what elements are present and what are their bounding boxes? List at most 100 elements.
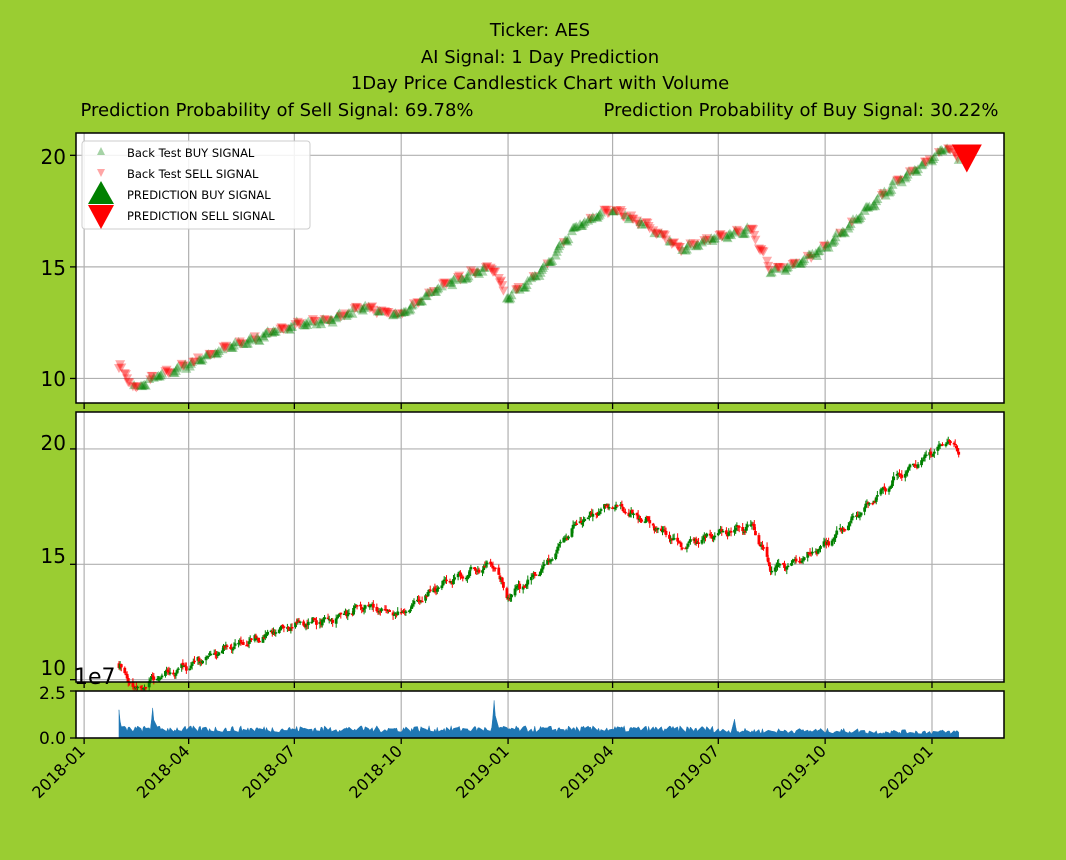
backtest-sell-marker <box>234 337 245 347</box>
backtest-sell-marker <box>764 265 775 275</box>
backtest-buy-marker <box>839 228 850 238</box>
candle-body <box>607 507 611 509</box>
candle-body <box>481 570 484 573</box>
candle-body <box>367 604 371 607</box>
backtest-sell-marker <box>179 361 190 371</box>
candle-body <box>361 609 365 612</box>
backtest-sell-marker <box>324 316 335 326</box>
backtest-sell-marker <box>511 285 522 295</box>
backtest-buy-marker <box>856 210 867 220</box>
backtest-buy-marker <box>331 313 342 323</box>
backtest-buy-marker <box>925 154 936 164</box>
backtest-buy-marker <box>262 326 273 336</box>
candle-body <box>380 608 383 612</box>
backtest-buy-marker <box>169 367 180 377</box>
legend-backtest-sell-marker <box>97 169 105 177</box>
backtest-buy-marker <box>375 306 386 316</box>
backtest-buy-marker <box>433 283 444 293</box>
backtest-buy-marker <box>388 310 399 320</box>
candle-body <box>189 665 193 669</box>
legend-prediction-buy-label: PREDICTION BUY SIGNAL <box>127 188 271 202</box>
candle-body <box>320 619 324 626</box>
backtest-sell-marker <box>688 240 699 250</box>
candle-body <box>835 530 839 535</box>
backtest-sell-marker <box>371 309 382 319</box>
candle-body <box>708 533 712 536</box>
backtest-sell-marker <box>364 304 375 314</box>
backtest-buy-marker <box>895 174 906 184</box>
backtest-sell-marker <box>413 298 424 308</box>
candle-body <box>542 564 546 566</box>
backtest-buy-marker <box>506 290 517 300</box>
backtest-buy-marker <box>472 266 483 276</box>
candle-body <box>151 675 155 677</box>
backtest-sell-marker <box>676 247 687 257</box>
candle-body <box>282 626 286 628</box>
backtest-buy-marker <box>723 229 734 239</box>
backtest-buy-marker <box>522 275 533 285</box>
backtest-sell-marker <box>933 148 944 158</box>
backtest-buy-marker <box>918 157 929 167</box>
candle-body <box>857 515 861 518</box>
candle-body <box>648 520 652 524</box>
candle-body <box>119 664 123 668</box>
backtest-buy-marker <box>886 184 897 194</box>
backtest-buy-marker <box>547 255 558 265</box>
backtest-buy-marker <box>766 267 777 277</box>
backtest-sell-marker <box>643 221 654 231</box>
backtest-sell-marker <box>657 230 668 240</box>
candle-body <box>391 612 395 616</box>
candle-body <box>725 530 728 535</box>
backtest-buy-marker <box>543 256 554 266</box>
backtest-buy-marker <box>868 199 879 209</box>
candle-body <box>424 595 427 601</box>
backtest-buy-marker <box>640 219 651 229</box>
backtest-buy-marker <box>829 235 840 245</box>
candle-body <box>798 560 801 563</box>
candle-body <box>790 563 793 566</box>
backtest-buy-marker <box>185 358 196 368</box>
candle-body <box>472 567 476 569</box>
candle-body <box>623 511 627 514</box>
candle-body <box>459 572 462 577</box>
candle-body <box>258 640 261 643</box>
candle-body <box>346 614 350 617</box>
candle-body <box>532 572 536 577</box>
backtest-buy-marker <box>400 306 411 316</box>
backtest-sell-marker <box>757 246 768 256</box>
candle-body <box>508 597 512 600</box>
backtest-buy-marker <box>713 230 724 240</box>
candle-body <box>502 581 505 588</box>
candle-body <box>184 666 188 671</box>
candlestick-y-ticks: 10 15 20 <box>41 431 66 680</box>
backtest-sell-marker <box>482 262 493 272</box>
candle-body <box>456 573 460 578</box>
candle-body <box>225 645 229 648</box>
backtest-buy-marker <box>555 239 566 249</box>
backtest-buy-marker <box>138 380 149 390</box>
backtest-buy-marker <box>421 291 432 301</box>
candle-body <box>175 670 179 674</box>
backtest-sell-marker <box>145 375 156 385</box>
backtest-sell-marker <box>123 378 134 388</box>
backtest-buy-marker <box>447 280 458 290</box>
candle-body <box>469 566 473 570</box>
backtest-sell-marker <box>715 229 726 239</box>
backtest-sell-marker <box>945 145 956 155</box>
backtest-sell-marker <box>685 239 696 249</box>
backtest-sell-marker <box>498 286 509 296</box>
backtest-buy-marker <box>347 308 358 318</box>
backtest-sell-marker <box>733 227 744 237</box>
candle-body <box>765 546 769 557</box>
candle-body <box>342 613 346 616</box>
candle-body <box>514 586 518 590</box>
backtest-sell-marker <box>266 327 277 337</box>
backtest-sell-marker <box>753 244 764 254</box>
backtest-buy-marker <box>822 239 833 249</box>
backtest-sell-marker <box>204 349 215 359</box>
candle-body <box>716 533 720 536</box>
backtest-buy-marker <box>414 296 425 306</box>
backtest-buy-marker <box>928 154 939 164</box>
candle-body <box>440 585 444 589</box>
candle-body <box>640 519 644 522</box>
